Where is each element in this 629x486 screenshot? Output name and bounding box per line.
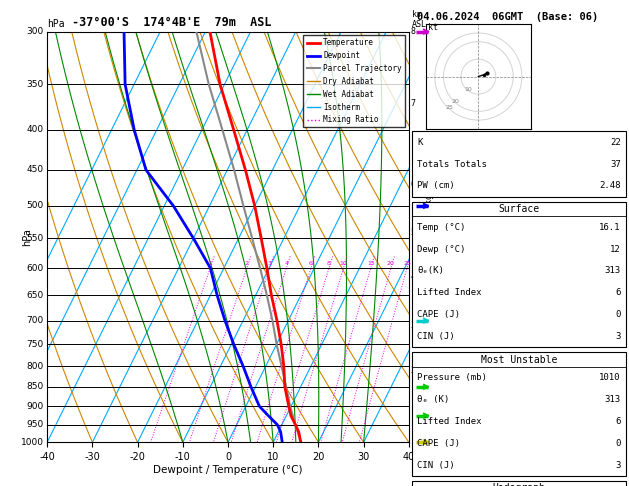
Text: θₑ(K): θₑ(K) — [417, 266, 444, 276]
Text: 500: 500 — [26, 201, 43, 210]
Text: Mixing Ratio (g/kg): Mixing Ratio (g/kg) — [425, 190, 434, 284]
Text: 22: 22 — [610, 138, 621, 147]
Text: K: K — [417, 138, 423, 147]
Text: Hodograph: Hodograph — [493, 484, 545, 486]
Text: 550: 550 — [26, 234, 43, 243]
Text: 8: 8 — [327, 261, 331, 266]
Text: 4: 4 — [284, 261, 289, 266]
Text: 1: 1 — [208, 261, 212, 266]
Text: 12: 12 — [610, 244, 621, 254]
Text: CIN (J): CIN (J) — [417, 332, 455, 341]
Text: PW (cm): PW (cm) — [417, 181, 455, 191]
Text: 10: 10 — [340, 261, 347, 266]
Text: θₑ (K): θₑ (K) — [417, 395, 449, 404]
Text: 1: 1 — [411, 402, 416, 411]
Text: 0: 0 — [615, 439, 621, 448]
Text: 1010: 1010 — [599, 373, 621, 382]
Text: kt: kt — [428, 22, 438, 32]
Text: Dewp (°C): Dewp (°C) — [417, 244, 465, 254]
Text: 3: 3 — [411, 321, 416, 330]
Text: 600: 600 — [26, 263, 43, 273]
Text: 5: 5 — [411, 227, 416, 237]
Text: 950: 950 — [26, 420, 43, 429]
Text: 900: 900 — [26, 402, 43, 411]
Text: hPa: hPa — [47, 19, 65, 29]
Text: 800: 800 — [26, 362, 43, 371]
Text: 300: 300 — [26, 27, 43, 36]
Text: Totals Totals: Totals Totals — [417, 159, 487, 169]
Text: 700: 700 — [26, 316, 43, 325]
Text: 25: 25 — [403, 261, 411, 266]
Text: 6: 6 — [411, 180, 416, 189]
Text: 0: 0 — [615, 310, 621, 319]
Text: hPa: hPa — [22, 228, 32, 246]
Text: 20: 20 — [452, 99, 460, 104]
Text: CIN (J): CIN (J) — [417, 461, 455, 470]
Text: 2: 2 — [245, 261, 249, 266]
Text: 16.1: 16.1 — [599, 223, 621, 232]
Text: km
ASL: km ASL — [412, 10, 427, 29]
Text: 6: 6 — [309, 261, 313, 266]
Text: 6: 6 — [615, 288, 621, 297]
Text: CAPE (J): CAPE (J) — [417, 310, 460, 319]
Text: 6: 6 — [615, 417, 621, 426]
Text: 3: 3 — [615, 461, 621, 470]
Text: 450: 450 — [26, 165, 43, 174]
Text: 750: 750 — [26, 340, 43, 348]
Text: Surface: Surface — [498, 204, 540, 214]
Text: 350: 350 — [26, 80, 43, 88]
Text: 313: 313 — [604, 266, 621, 276]
X-axis label: Dewpoint / Temperature (°C): Dewpoint / Temperature (°C) — [153, 465, 303, 475]
Text: Lifted Index: Lifted Index — [417, 417, 482, 426]
Text: -37°00'S  174°4B'E  79m  ASL: -37°00'S 174°4B'E 79m ASL — [72, 16, 272, 29]
Text: CAPE (J): CAPE (J) — [417, 439, 460, 448]
Text: Most Unstable: Most Unstable — [481, 355, 557, 364]
Text: Pressure (mb): Pressure (mb) — [417, 373, 487, 382]
Text: 7: 7 — [411, 99, 416, 107]
Text: Lifted Index: Lifted Index — [417, 288, 482, 297]
Text: 04.06.2024  06GMT  (Base: 06): 04.06.2024 06GMT (Base: 06) — [417, 12, 598, 22]
Text: 850: 850 — [26, 382, 43, 391]
Text: 8: 8 — [411, 27, 416, 36]
Text: LCL: LCL — [411, 420, 426, 429]
Text: 3: 3 — [615, 332, 621, 341]
Text: 25: 25 — [446, 105, 454, 110]
Legend: Temperature, Dewpoint, Parcel Trajectory, Dry Adiabat, Wet Adiabat, Isotherm, Mi: Temperature, Dewpoint, Parcel Trajectory… — [303, 35, 405, 127]
Text: 400: 400 — [26, 125, 43, 134]
Text: 650: 650 — [26, 291, 43, 300]
Text: 20: 20 — [387, 261, 395, 266]
Text: 3: 3 — [268, 261, 272, 266]
Text: 2.48: 2.48 — [599, 181, 621, 191]
Text: 1000: 1000 — [21, 438, 43, 447]
Text: 37: 37 — [610, 159, 621, 169]
Text: 10: 10 — [464, 87, 472, 91]
Text: Temp (°C): Temp (°C) — [417, 223, 465, 232]
Text: 4: 4 — [411, 272, 416, 281]
Text: 313: 313 — [604, 395, 621, 404]
Text: 2: 2 — [411, 366, 416, 375]
Text: 15: 15 — [367, 261, 375, 266]
